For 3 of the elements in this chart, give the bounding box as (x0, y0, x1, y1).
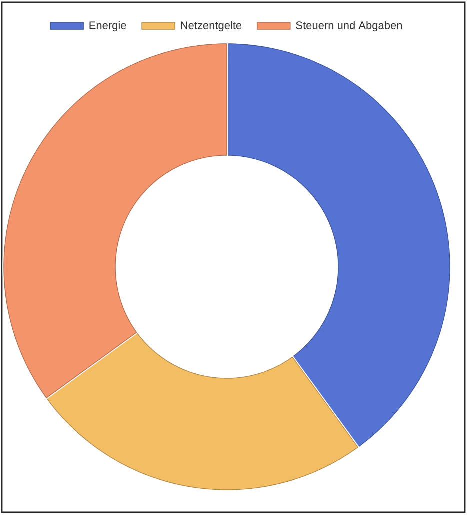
legend-label: Energie (90, 21, 126, 32)
legend-label: Netzentgelte (181, 21, 242, 32)
legend-label: Steuern und Abgaben (296, 21, 402, 32)
